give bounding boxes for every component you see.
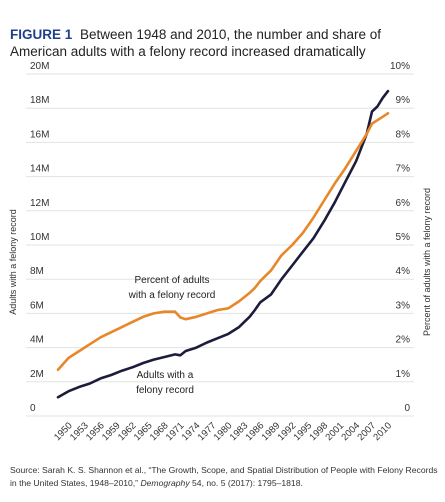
y-axis-left-title: Adults with a felony record <box>8 209 18 315</box>
y-tick-label-right: 6% <box>396 198 411 209</box>
y-axis-right: 0 1% 2% 3% 4% 5% 6% 7% 8% 9% 10% <box>390 61 410 414</box>
figure-title: FIGURE 1 Between 1948 and 2010, the numb… <box>10 26 435 60</box>
y-tick-label-left: 16M <box>30 129 49 140</box>
y-tick-label-left: 4M <box>30 335 44 346</box>
chart: 0 2M 4M 6M 8M 10M 12M 14M 16M 18M 20M 0 1% 2% 3% 4% 5% 6… <box>8 61 432 443</box>
source-text: Source: Sarah K. S. Shannon et al., “The… <box>10 465 438 488</box>
series-label-percent: Percent of adults <box>134 275 209 286</box>
y-tick-label-right: 9% <box>396 95 411 106</box>
y-tick-label-right: 8% <box>396 129 411 140</box>
y-tick-label-right: 10% <box>390 61 410 72</box>
y-tick-label-right: 7% <box>396 164 411 175</box>
figure-label: FIGURE 1 <box>10 27 73 42</box>
y-tick-label-right: 1% <box>396 369 411 380</box>
series-label-adults: Adults with a <box>137 370 194 381</box>
series-line-adults <box>56 89 390 399</box>
y-tick-label-left: 12M <box>30 198 49 209</box>
y-axis-left: 0 2M 4M 6M 8M 10M 12M 14M 16M 18M 20M <box>30 61 49 414</box>
series-labels: Adults with a felony record Percent of adu… <box>128 275 216 396</box>
y-tick-label-left: 20M <box>30 61 49 72</box>
y-axis-right-title: Percent of adults with a felony record <box>422 188 432 336</box>
y-tick-label-left: 18M <box>30 95 49 106</box>
y-tick-label-right: 3% <box>396 300 411 311</box>
x-axis: 1950195319561959196219651968197119741977… <box>52 420 394 443</box>
y-tick-label-left: 10M <box>30 232 49 243</box>
source-note: Source: Sarah K. S. Shannon et al., “The… <box>10 464 438 490</box>
y-tick-label-right: 4% <box>396 266 411 277</box>
gridlines <box>26 73 414 417</box>
y-tick-label-left: 14M <box>30 164 49 175</box>
source-journal: Demography <box>140 478 190 488</box>
source-citation: 54, no. 5 (2017): 1795–1818. <box>189 478 303 488</box>
series-line-percent <box>56 112 390 372</box>
y-tick-label-right: 0 <box>404 403 410 414</box>
y-tick-label-left: 0 <box>30 403 36 414</box>
x-tick-label: 2010 <box>371 420 394 443</box>
y-tick-label-right: 2% <box>396 335 411 346</box>
series-label-percent: with a felony record <box>128 290 216 301</box>
y-tick-label-left: 6M <box>30 300 44 311</box>
y-tick-label-left: 2M <box>30 369 44 380</box>
y-tick-label-left: 8M <box>30 266 44 277</box>
y-tick-label-right: 5% <box>396 232 411 243</box>
figure-title-text: Between 1948 and 2010, the number and sh… <box>10 27 382 59</box>
series-lines <box>56 89 390 399</box>
series-label-adults: felony record <box>136 385 194 396</box>
